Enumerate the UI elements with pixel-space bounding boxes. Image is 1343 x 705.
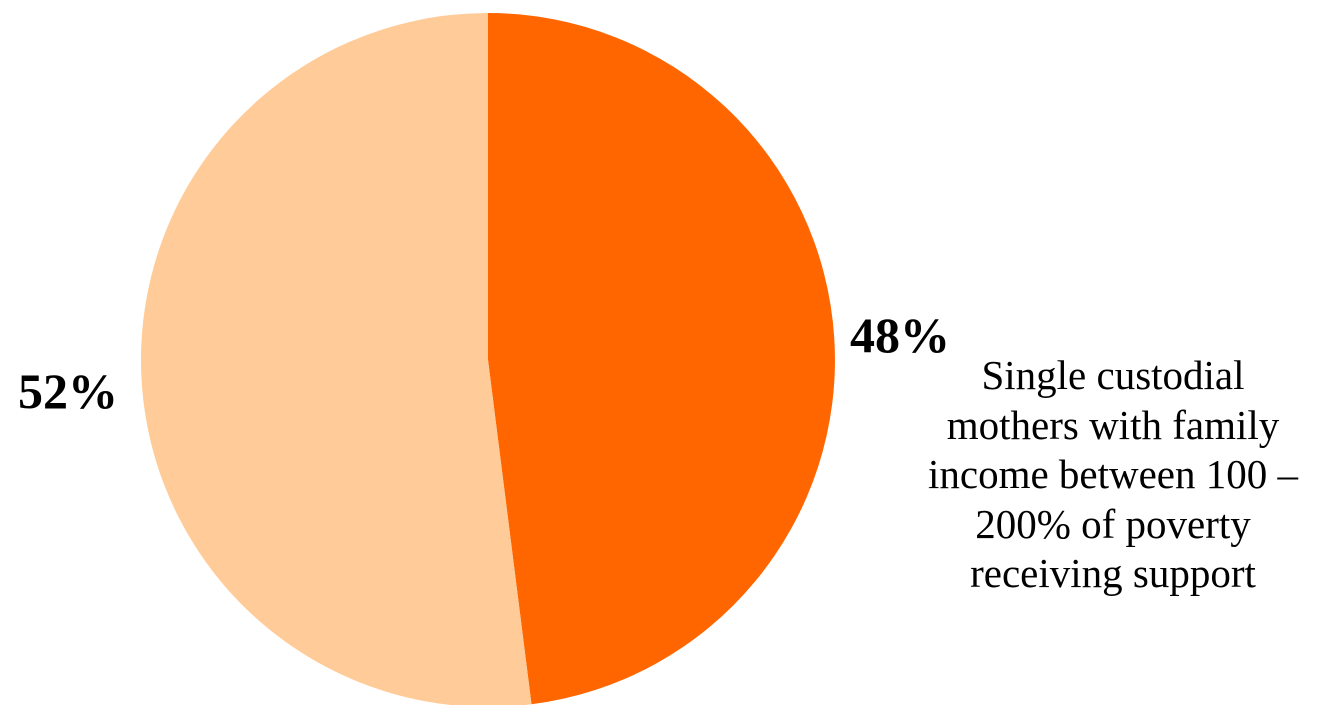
annotation-line: Single custodial (981, 352, 1245, 398)
slice-annotation: Single custodial mothers with family inc… (888, 351, 1338, 599)
slice-label-48: 48% (850, 307, 950, 363)
annotation-line: 200% of poverty (975, 500, 1251, 547)
annotation-line: mothers with family (946, 401, 1280, 448)
annotation-line: receiving support (970, 550, 1256, 596)
pie-slice-52 (141, 13, 532, 705)
annotation-line: income between 100 – (927, 451, 1299, 497)
slice-label-52: 52% (18, 363, 118, 419)
pie-slice-48 (488, 13, 835, 705)
